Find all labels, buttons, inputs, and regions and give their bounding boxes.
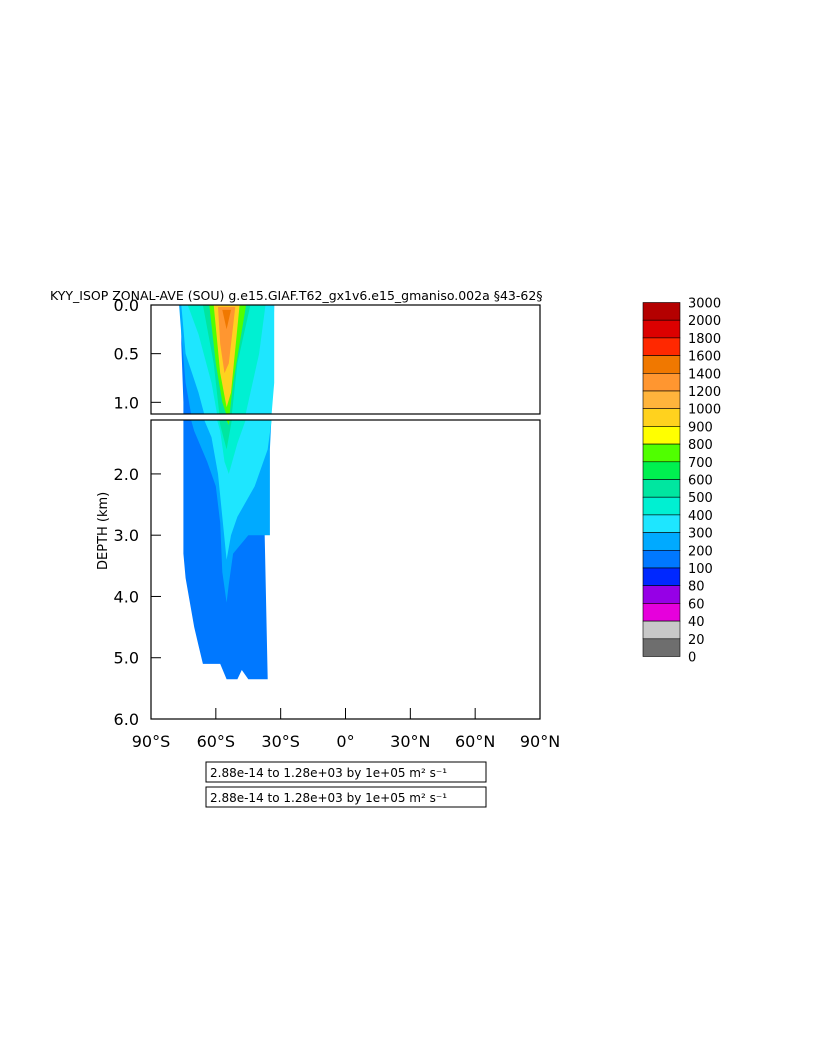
- colorbar-label: 1600: [688, 350, 721, 365]
- range-label-2: 2.88e-14 to 1.28e+03 by 1e+05 m² s⁻¹: [210, 791, 447, 805]
- x-tick-label: 90°S: [132, 732, 171, 751]
- field-1600-upper: [222, 309, 231, 330]
- colorbar-swatch: [642, 319, 681, 339]
- colorbar-swatch: [642, 532, 681, 551]
- colorbar-label: 1400: [688, 367, 721, 382]
- colorbar-label: 700: [688, 456, 713, 471]
- colorbar-swatch: [642, 390, 681, 410]
- colorbar-label: 20: [688, 633, 705, 648]
- upper-panel-contour-fills: [179, 305, 275, 414]
- colorbar-legend: 3000200018001600140012001000900800700600…: [642, 297, 721, 666]
- y-tick-label: 1.0: [114, 393, 139, 412]
- colorbar-swatch: [642, 443, 681, 463]
- x-tick-label: 0°: [336, 732, 354, 751]
- colorbar-label: 0: [688, 651, 696, 666]
- colorbar-label: 60: [688, 597, 705, 612]
- colorbar-swatch: [642, 479, 681, 498]
- colorbar-swatch: [642, 426, 681, 445]
- colorbar-swatch: [642, 567, 681, 587]
- colorbar-label: 100: [688, 562, 713, 577]
- colorbar-swatch: [642, 620, 681, 640]
- colorbar-swatch: [642, 638, 681, 657]
- colorbar-label: 3000: [688, 297, 721, 312]
- colorbar-swatch: [642, 549, 681, 569]
- x-tick-label: 30°S: [261, 732, 300, 751]
- colorbar-swatch: [642, 408, 681, 427]
- x-tick-label: 30°N: [390, 732, 430, 751]
- y-tick-label: 4.0: [114, 587, 139, 606]
- y-tick-label: 5.0: [114, 649, 139, 668]
- x-tick-label: 90°N: [520, 732, 560, 751]
- colorbar-label: 300: [688, 527, 713, 542]
- colorbar-label: 500: [688, 491, 713, 506]
- colorbar-label: 900: [688, 420, 713, 435]
- upper-panel-frame: [150, 304, 541, 415]
- x-tick-label: 60°N: [455, 732, 495, 751]
- colorbar-label: 200: [688, 544, 713, 559]
- colorbar-label: 400: [688, 509, 713, 524]
- colorbar-label: 600: [688, 474, 713, 489]
- colorbar-swatch: [642, 603, 681, 622]
- colorbar-swatch: [642, 355, 681, 374]
- y-tick-label: 2.0: [114, 465, 139, 484]
- colorbar-swatch: [642, 302, 681, 321]
- field-800-lower: [226, 420, 230, 425]
- colorbar-swatch: [642, 337, 681, 356]
- field-600-lower: [219, 420, 232, 450]
- lower-panel-contour-fills: [183, 420, 272, 680]
- y-tick-label: 6.0: [114, 710, 139, 729]
- range-label-box-2: 2.88e-14 to 1.28e+03 by 1e+05 m² s⁻¹: [205, 786, 487, 808]
- y-tick-label: 0.5: [114, 345, 139, 364]
- range-label-box-1: 2.88e-14 to 1.28e+03 by 1e+05 m² s⁻¹: [205, 761, 487, 783]
- colorbar-label: 1200: [688, 385, 721, 400]
- y-axis-label: DEPTH (km): [96, 492, 111, 570]
- colorbar-swatch: [642, 585, 681, 604]
- colorbar-label: 2000: [688, 314, 721, 329]
- colorbar-swatch: [642, 514, 681, 533]
- y-tick-label: 0.0: [114, 296, 139, 315]
- colorbar-label: 800: [688, 438, 713, 453]
- colorbar-swatch: [642, 372, 681, 392]
- colorbar-label: 1000: [688, 403, 721, 418]
- colorbar-swatch: [642, 461, 681, 480]
- field-400-lower: [204, 420, 272, 560]
- axis-ticks: 90°S 60°S 30°S 0° 30°N 60°N 90°N 0.0 0.5 1.0 2.0 3.…: [114, 296, 561, 751]
- field-1400-upper: [218, 306, 236, 374]
- colorbar-label: 80: [688, 580, 705, 595]
- y-tick-label: 3.0: [114, 526, 139, 545]
- chart-title: KYY_ISOP ZONAL-AVE (SOU) g.e15.GIAF.T62_…: [50, 288, 543, 303]
- x-tick-label: 60°S: [197, 732, 236, 751]
- colorbar-label: 40: [688, 615, 705, 630]
- colorbar-label: 1800: [688, 332, 721, 347]
- colorbar-swatch: [642, 496, 681, 516]
- range-label-1: 2.88e-14 to 1.28e+03 by 1e+05 m² s⁻¹: [210, 766, 447, 780]
